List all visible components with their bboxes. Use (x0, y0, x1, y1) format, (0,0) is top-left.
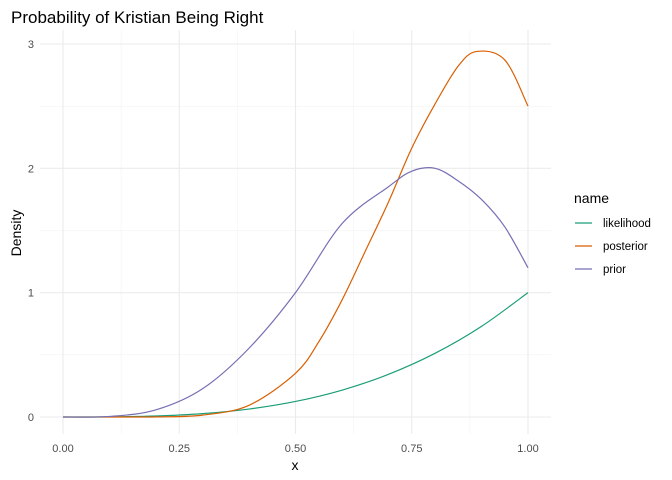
y-tick-label: 0 (28, 412, 34, 424)
legend-label-likelihood: likelihood (603, 218, 651, 230)
x-tick-label: 0.25 (169, 443, 190, 455)
legend: name likelihood posterior prior (574, 190, 651, 276)
x-tick-label: 0.75 (401, 443, 422, 455)
y-tick-label: 2 (28, 163, 34, 175)
series-lines (62, 50, 529, 418)
x-axis-ticks: 0.00 0.25 0.50 0.75 1.00 (52, 443, 538, 455)
x-axis-title: x (292, 457, 299, 473)
legend-label-posterior: posterior (603, 241, 648, 253)
series-line-likelihood (62, 292, 529, 418)
chart-title: Probability of Kristian Being Right (11, 8, 264, 27)
y-tick-label: 3 (28, 39, 34, 51)
x-tick-label: 1.00 (517, 443, 538, 455)
legend-label-prior: prior (603, 264, 626, 276)
legend-title: name (574, 190, 609, 206)
x-tick-label: 0.50 (285, 443, 306, 455)
y-axis-ticks: 0 1 2 3 (28, 39, 34, 424)
y-tick-label: 1 (28, 288, 34, 300)
y-axis-title: Density (8, 210, 24, 257)
x-tick-label: 0.00 (52, 443, 73, 455)
series-line-posterior (62, 50, 529, 418)
series-line-prior (62, 167, 529, 418)
